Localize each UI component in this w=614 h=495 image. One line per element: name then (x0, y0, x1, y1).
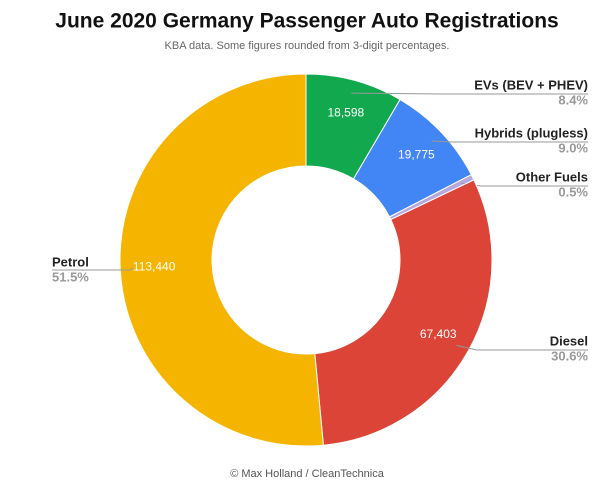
category-label: Petrol (52, 254, 89, 269)
percent-label: 30.6% (551, 348, 588, 363)
chart-title: June 2020 Germany Passenger Auto Registr… (55, 10, 558, 33)
category-label: EVs (BEV + PHEV) (474, 77, 588, 92)
percent-label: 8.4% (558, 92, 588, 107)
slice (314, 179, 493, 446)
category-label: Diesel (550, 333, 588, 348)
value-label: 67,403 (420, 327, 457, 341)
leader-line (431, 140, 588, 143)
percent-label: 0.5% (558, 184, 588, 199)
value-label: 113,440 (133, 259, 176, 273)
leader-line (351, 92, 588, 95)
chart-subtitle: KBA data. Some figures rounded from 3-di… (165, 40, 450, 52)
footer: © Max Holland / CleanTechnica (230, 468, 385, 480)
category-label: Hybrids (plugless) (475, 125, 588, 140)
slice (119, 73, 324, 447)
percent-label: 51.5% (52, 269, 89, 284)
percent-label: 9.0% (558, 140, 588, 155)
value-label: 18,598 (327, 105, 364, 119)
leader-line (52, 267, 134, 271)
leader-line (456, 344, 588, 351)
value-label: 19,775 (398, 148, 435, 162)
category-label: Other Fuels (516, 169, 588, 184)
